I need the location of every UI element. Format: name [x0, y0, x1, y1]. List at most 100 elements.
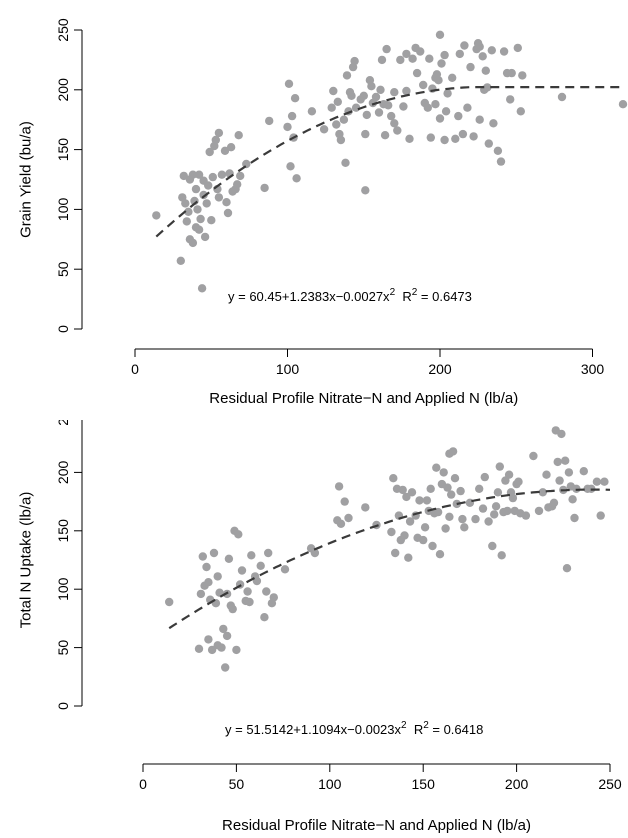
- y-tick-label: 200: [55, 78, 71, 102]
- data-point: [284, 79, 294, 89]
- y-tick-label: 250: [55, 18, 71, 42]
- data-point: [217, 643, 226, 652]
- data-point: [341, 158, 350, 167]
- data-point: [443, 483, 452, 492]
- data-point: [557, 92, 567, 102]
- data-point: [490, 510, 499, 519]
- r-squared-value: = 0.6473: [417, 289, 472, 304]
- data-point: [542, 470, 551, 479]
- data-point: [347, 91, 356, 101]
- data-point: [561, 456, 570, 465]
- data-point: [415, 496, 424, 505]
- data-point: [484, 139, 493, 148]
- y-tick-label: 0: [55, 325, 71, 333]
- data-point: [339, 115, 349, 124]
- data-point: [200, 232, 210, 242]
- data-point: [211, 135, 220, 145]
- data-point: [233, 180, 242, 189]
- data-point: [286, 162, 295, 171]
- data-point: [564, 468, 574, 477]
- data-point: [497, 551, 506, 560]
- axes: [74, 420, 611, 772]
- data-point: [516, 107, 525, 116]
- data-point: [557, 429, 566, 439]
- data-point: [228, 604, 237, 614]
- data-point: [434, 76, 443, 85]
- fit-curve: [155, 86, 623, 238]
- data-point: [419, 535, 428, 545]
- data-point: [290, 94, 300, 103]
- data-point: [437, 59, 446, 68]
- data-point: [188, 170, 198, 179]
- data-point: [408, 54, 417, 63]
- data-point: [205, 147, 214, 157]
- data-point: [592, 477, 602, 486]
- data-point: [435, 30, 445, 39]
- y-tick-label: 100: [55, 577, 71, 601]
- regression-equation: y = 51.5142+1.1094x−0.0023x2 R2 = 0.6418: [225, 720, 483, 737]
- data-point: [419, 80, 428, 90]
- data-point: [223, 208, 233, 218]
- tick-labels: 0 100 200 300 0 50 100 150 200 250: [55, 18, 604, 377]
- x-tick-label: 0: [139, 776, 147, 792]
- data-point: [579, 467, 588, 476]
- data-point: [405, 134, 414, 143]
- data-point: [435, 114, 445, 123]
- x-tick-label: 100: [276, 361, 300, 377]
- x-tick-label: 200: [505, 776, 529, 792]
- data-point: [371, 92, 381, 102]
- data-point: [499, 47, 509, 56]
- data-point: [287, 111, 297, 121]
- data-point: [202, 562, 211, 572]
- data-point: [487, 46, 496, 55]
- data-point: [435, 550, 445, 559]
- data-point: [390, 119, 399, 128]
- data-point: [491, 502, 501, 511]
- data-point: [475, 484, 484, 493]
- data-point: [359, 91, 368, 101]
- data-point: [152, 211, 161, 220]
- data-point: [562, 564, 572, 573]
- data-point: [506, 95, 515, 104]
- data-point: [513, 43, 522, 53]
- data-point: [475, 42, 484, 51]
- data-point: [362, 110, 371, 120]
- data-point: [182, 217, 191, 226]
- data-point: [399, 102, 408, 111]
- equation-main: y = 60.45+1.2383x−0.0027x: [228, 289, 390, 304]
- data-point: [493, 488, 503, 497]
- data-point: [450, 474, 460, 483]
- data-point: [507, 68, 516, 78]
- data-point: [484, 517, 493, 526]
- data-point: [389, 474, 398, 483]
- data-point: [451, 134, 460, 143]
- y-tick-label: 50: [55, 261, 71, 277]
- data-point: [478, 504, 488, 513]
- data-point: [398, 485, 407, 495]
- data-point: [220, 146, 230, 155]
- r-squared-label: R: [402, 289, 411, 304]
- data-point: [456, 486, 465, 496]
- tick-labels: 0 50 100 150 200 250 0 50 100 150 200 250: [55, 420, 622, 792]
- data-point: [202, 199, 211, 208]
- data-point: [208, 172, 217, 182]
- data-point: [232, 645, 241, 655]
- data-point: [327, 103, 336, 112]
- data-point: [396, 55, 405, 65]
- data-point: [196, 589, 206, 599]
- data-point: [460, 523, 469, 532]
- data-point: [529, 451, 538, 461]
- data-point: [407, 488, 417, 497]
- data-point: [428, 541, 437, 551]
- data-point: [265, 116, 274, 126]
- data-point: [391, 548, 400, 558]
- r-squared-value: = 0.6418: [429, 722, 484, 737]
- data-point: [196, 214, 205, 224]
- data-point: [534, 506, 544, 516]
- data-point: [433, 507, 443, 517]
- data-point: [447, 490, 456, 499]
- data-point: [380, 131, 390, 140]
- data-point: [458, 129, 468, 139]
- data-point: [336, 135, 346, 145]
- r-squared-exponent: 2: [412, 287, 418, 298]
